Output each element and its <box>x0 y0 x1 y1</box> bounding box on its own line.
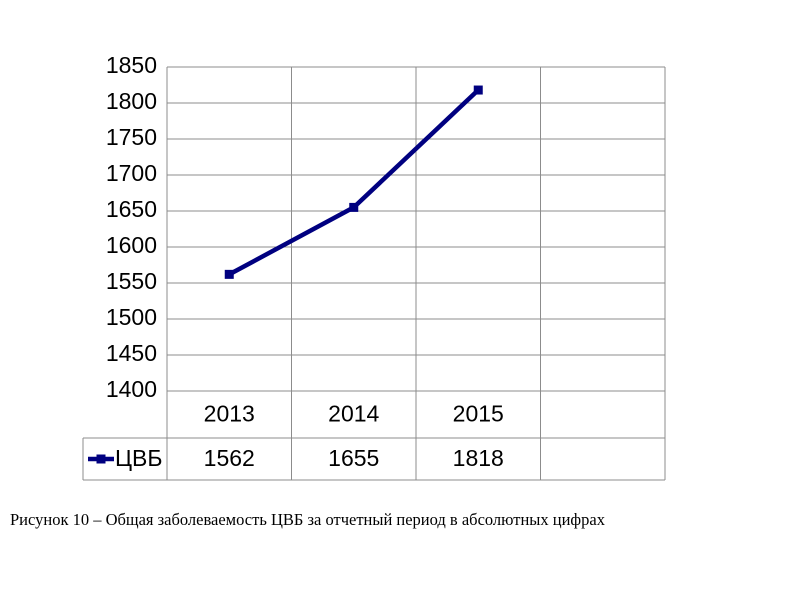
y-tick-label: 1600 <box>106 232 157 258</box>
y-tick-label: 1850 <box>106 52 157 78</box>
y-tick-label: 1750 <box>106 124 157 150</box>
y-tick-label: 1450 <box>106 340 157 366</box>
y-tick-label: 1550 <box>106 268 157 294</box>
y-tick-label: 1700 <box>106 160 157 186</box>
table-value: 1818 <box>453 445 504 471</box>
y-tick-label: 1650 <box>106 196 157 222</box>
marker <box>224 269 234 279</box>
marker <box>473 85 483 95</box>
table-value: 1655 <box>328 445 379 471</box>
marker <box>349 202 359 212</box>
x-tick-label: 2015 <box>453 401 504 427</box>
x-tick-label: 2013 <box>204 401 255 427</box>
table-value: 1562 <box>204 445 255 471</box>
legend-marker <box>96 454 106 464</box>
y-tick-label: 1800 <box>106 88 157 114</box>
legend-label: ЦВБ <box>115 445 162 471</box>
x-tick-label: 2014 <box>328 401 379 427</box>
y-tick-label: 1400 <box>106 376 157 402</box>
caption: Рисунок 10 – Общая заболеваемость ЦВБ за… <box>10 510 606 529</box>
y-tick-label: 1500 <box>106 304 157 330</box>
